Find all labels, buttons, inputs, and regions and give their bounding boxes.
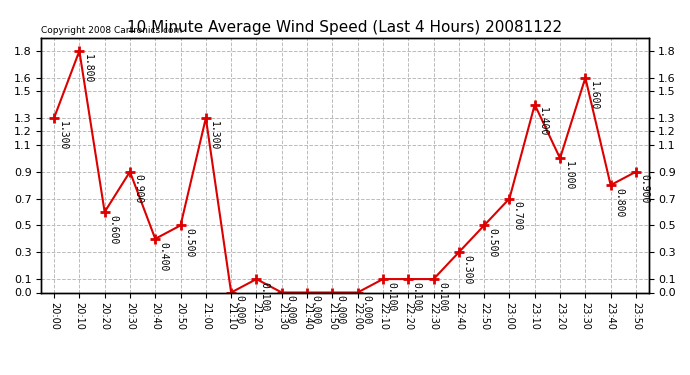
Text: 0.000: 0.000 (361, 295, 371, 325)
Text: 0.700: 0.700 (513, 201, 523, 231)
Text: 0.100: 0.100 (386, 282, 396, 311)
Text: 1.400: 1.400 (538, 107, 548, 137)
Text: 0.900: 0.900 (133, 174, 144, 204)
Text: 0.500: 0.500 (184, 228, 194, 258)
Title: 10 Minute Average Wind Speed (Last 4 Hours) 20081122: 10 Minute Average Wind Speed (Last 4 Hou… (128, 20, 562, 35)
Text: 0.100: 0.100 (437, 282, 447, 311)
Text: 1.000: 1.000 (563, 161, 573, 190)
Text: 0.000: 0.000 (335, 295, 346, 325)
Text: 1.300: 1.300 (209, 121, 219, 150)
Text: 0.800: 0.800 (614, 188, 624, 217)
Text: 0.400: 0.400 (159, 242, 168, 271)
Text: 0.100: 0.100 (411, 282, 422, 311)
Text: 0.000: 0.000 (285, 295, 295, 325)
Text: 0.300: 0.300 (462, 255, 472, 284)
Text: 0.100: 0.100 (259, 282, 270, 311)
Text: 1.800: 1.800 (83, 54, 92, 83)
Text: 0.500: 0.500 (487, 228, 497, 258)
Text: 1.600: 1.600 (589, 81, 599, 110)
Text: 0.000: 0.000 (310, 295, 320, 325)
Text: 0.900: 0.900 (639, 174, 649, 204)
Text: 1.300: 1.300 (57, 121, 68, 150)
Text: 0.600: 0.600 (108, 215, 118, 244)
Text: 0.000: 0.000 (235, 295, 244, 325)
Text: Copyright 2008 Cartronics.com: Copyright 2008 Cartronics.com (41, 26, 183, 35)
